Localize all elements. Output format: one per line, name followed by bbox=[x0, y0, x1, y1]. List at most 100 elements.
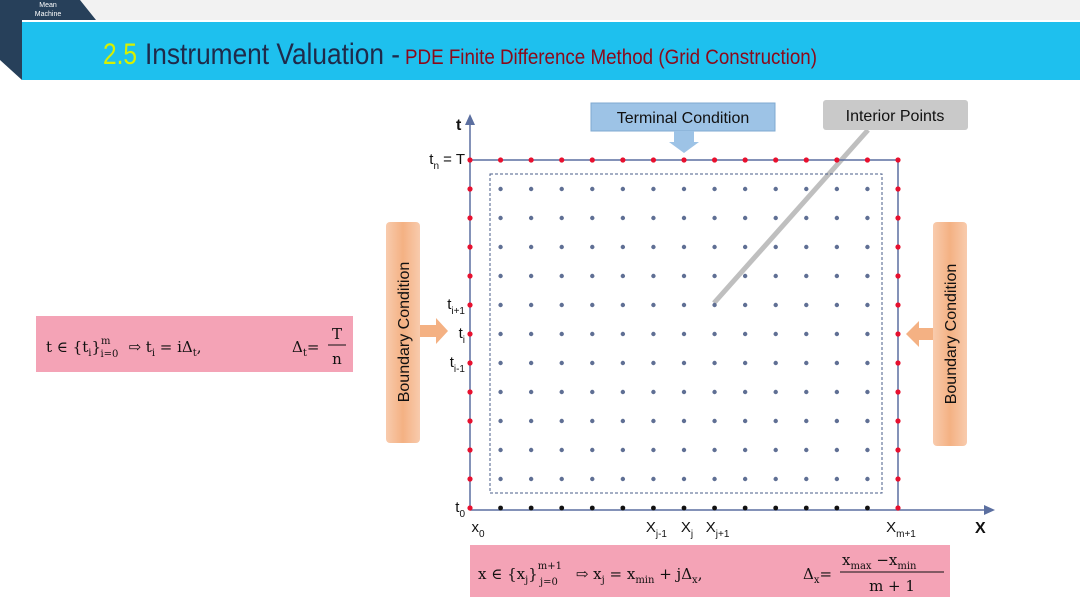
logo-text: Mean bbox=[39, 2, 57, 9]
boundary-node bbox=[681, 157, 687, 163]
initial-node bbox=[865, 505, 870, 511]
label-part: 0 bbox=[459, 509, 465, 520]
interior-node bbox=[865, 273, 870, 279]
interior-node bbox=[620, 389, 626, 395]
interior-node bbox=[834, 215, 840, 221]
interior-node bbox=[804, 360, 809, 366]
interior-node bbox=[742, 244, 748, 250]
interior-node bbox=[865, 418, 870, 424]
interior-node bbox=[773, 302, 778, 308]
callout-text: Boundary Condition bbox=[943, 264, 960, 405]
terminal-callout bbox=[590, 102, 776, 132]
interior-node bbox=[834, 302, 840, 308]
interior-node bbox=[559, 418, 564, 424]
label-part: t bbox=[455, 499, 460, 516]
label-part: j-1 bbox=[655, 529, 668, 540]
boundary-node bbox=[467, 389, 473, 395]
label-part: t bbox=[450, 354, 455, 371]
numerator: T bbox=[332, 325, 342, 343]
boundary-node bbox=[864, 157, 871, 163]
boundary-node bbox=[467, 505, 473, 511]
label-part: = T bbox=[439, 151, 465, 168]
interior-node bbox=[742, 302, 748, 308]
formula-box bbox=[36, 316, 353, 372]
interior-node bbox=[804, 215, 809, 221]
interior-node bbox=[620, 447, 626, 453]
interior-node bbox=[620, 360, 626, 366]
interior-node bbox=[620, 476, 626, 482]
initial-node bbox=[803, 505, 809, 511]
interior-node bbox=[681, 302, 687, 308]
interior-node bbox=[498, 389, 503, 395]
boundary-node bbox=[467, 215, 473, 221]
interior-node bbox=[742, 476, 748, 482]
interior-node bbox=[865, 186, 870, 192]
interior-node bbox=[620, 273, 626, 279]
initial-node bbox=[498, 505, 503, 511]
interior-node bbox=[742, 389, 748, 395]
boundary-node bbox=[467, 244, 473, 250]
interior-node bbox=[559, 331, 564, 337]
interior-node bbox=[834, 418, 840, 424]
x-axis-label: X bbox=[975, 520, 986, 537]
interior-node bbox=[590, 215, 595, 221]
arrow bbox=[906, 321, 933, 347]
interior-frame bbox=[489, 173, 883, 494]
axis-node-label: tn = T bbox=[429, 151, 465, 172]
boundary-node bbox=[895, 331, 901, 337]
interior-node bbox=[498, 302, 503, 308]
label-part: x bbox=[471, 519, 479, 536]
interior-node bbox=[498, 186, 503, 192]
boundary-node bbox=[467, 331, 473, 337]
boundary-node bbox=[834, 157, 840, 163]
interior-node bbox=[742, 331, 748, 337]
boundary-node bbox=[467, 157, 473, 163]
interior-node bbox=[865, 447, 870, 453]
interior-node bbox=[773, 244, 778, 250]
initial-node bbox=[773, 505, 779, 511]
interior-node bbox=[773, 215, 778, 221]
interior-node bbox=[773, 447, 778, 453]
boundary-node bbox=[895, 157, 901, 163]
interior-node bbox=[620, 418, 626, 424]
axis-node-label: t0 bbox=[455, 499, 465, 520]
interior-node bbox=[590, 331, 595, 337]
time-formula: t ∈ {ti}m i=0 ⇨ ti = iΔt, bbox=[46, 336, 202, 360]
interior-node bbox=[498, 244, 503, 250]
interior-node bbox=[559, 186, 564, 192]
title-bar bbox=[22, 22, 1080, 80]
interior-node bbox=[681, 273, 687, 279]
interior-node bbox=[620, 244, 626, 250]
interior-node bbox=[712, 389, 717, 395]
interior-node bbox=[804, 389, 809, 395]
label-part: X bbox=[646, 519, 656, 536]
axis-node-label: Xj-1 bbox=[646, 519, 668, 540]
interior-node bbox=[712, 273, 717, 279]
interior-node bbox=[834, 186, 840, 192]
interior-node bbox=[590, 447, 595, 453]
interior-node bbox=[528, 215, 534, 221]
label-part: X bbox=[681, 519, 691, 536]
interior-node bbox=[804, 244, 809, 250]
interior-node bbox=[528, 331, 534, 337]
interior-node bbox=[712, 186, 717, 192]
interior-node bbox=[773, 360, 778, 366]
boundary-node bbox=[589, 157, 595, 163]
boundary-node bbox=[895, 360, 901, 366]
interior-node bbox=[528, 244, 534, 250]
axis-node-label: ti bbox=[459, 325, 465, 346]
boundary-node bbox=[711, 157, 718, 163]
grid bbox=[465, 114, 995, 515]
interior-node bbox=[681, 331, 687, 337]
boundary-node bbox=[742, 157, 748, 163]
interior-node bbox=[590, 273, 595, 279]
interior-callout bbox=[823, 100, 968, 130]
interior-node bbox=[712, 215, 717, 221]
interior-node bbox=[742, 447, 748, 453]
interior-node bbox=[559, 215, 564, 221]
denominator: n bbox=[332, 350, 342, 368]
interior-node bbox=[651, 215, 656, 221]
interior-node bbox=[834, 273, 840, 279]
boundary-node bbox=[895, 244, 901, 250]
label-part: j bbox=[690, 529, 693, 540]
